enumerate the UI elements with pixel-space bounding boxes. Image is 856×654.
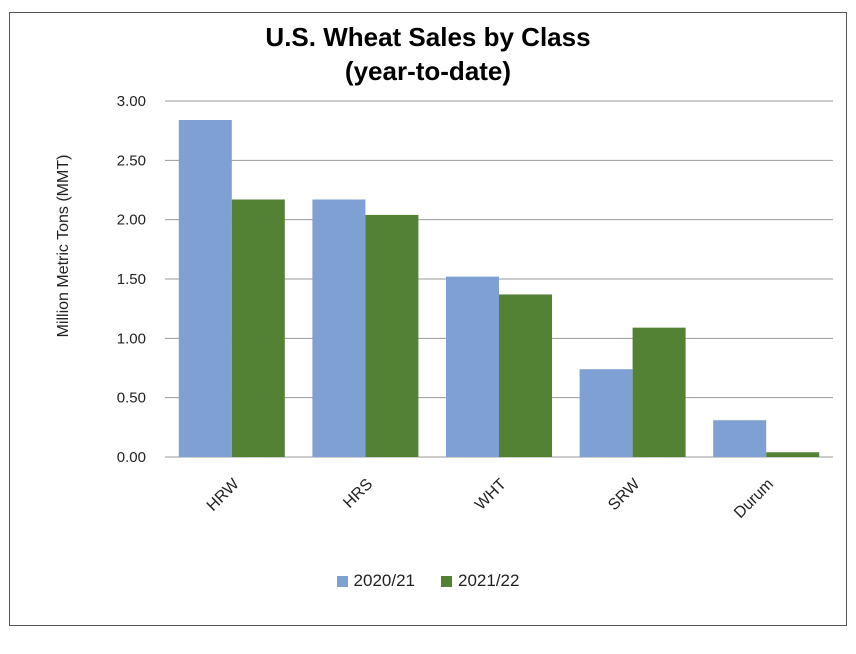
x-tick-label: HRS bbox=[340, 476, 376, 512]
y-tick-label: 0.00 bbox=[117, 449, 146, 466]
chart-title: U.S. Wheat Sales by Class bbox=[265, 22, 591, 52]
bar-hrs-series-1 bbox=[365, 214, 419, 457]
x-axis-ticks: HRW HRS WHT SRW Durum bbox=[204, 475, 777, 522]
y-tick-label: 2.00 bbox=[117, 212, 146, 229]
legend-label: 2021/22 bbox=[458, 571, 520, 590]
x-tick-label: Durum bbox=[731, 476, 777, 522]
bar-hrw-series-1 bbox=[231, 199, 285, 457]
y-tick-label: 1.00 bbox=[117, 330, 146, 347]
y-axis-ticks: 0.00 0.50 1.00 1.50 2.00 2.50 3.00 bbox=[117, 93, 146, 466]
y-axis-label: Million Metric Tons (MMT) bbox=[55, 155, 72, 338]
bar-hrs-series-0 bbox=[312, 199, 366, 457]
bars bbox=[178, 119, 820, 457]
bar-hrw-series-0 bbox=[178, 119, 232, 457]
legend-swatch bbox=[441, 575, 452, 587]
legend-item-series-1: 2021/22 bbox=[441, 571, 519, 591]
chart-frame bbox=[9, 12, 847, 626]
bar-wht-series-1 bbox=[499, 294, 552, 457]
legend-swatch bbox=[336, 575, 348, 587]
x-tick-label: HRW bbox=[204, 475, 243, 514]
x-tick-label: WHT bbox=[472, 476, 510, 514]
bar-durum-series-0 bbox=[713, 420, 767, 457]
legend: 2020/21 2021/22 bbox=[0, 571, 856, 591]
y-tick-label: 0.50 bbox=[117, 390, 146, 407]
bar-srw-series-0 bbox=[579, 369, 633, 457]
chart-subtitle: (year-to-date) bbox=[344, 56, 512, 86]
y-tick-label: 1.50 bbox=[117, 271, 146, 288]
y-tick-label: 2.50 bbox=[117, 152, 146, 169]
legend-item-series-0: 2020/21 bbox=[336, 571, 415, 591]
y-tick-label: 3.00 bbox=[117, 93, 146, 110]
bar-durum-series-1 bbox=[766, 452, 820, 457]
x-tick-label: SRW bbox=[605, 475, 644, 514]
bar-srw-series-1 bbox=[632, 327, 686, 457]
legend-label: 2020/21 bbox=[353, 571, 415, 590]
bar-wht-series-0 bbox=[446, 276, 499, 457]
